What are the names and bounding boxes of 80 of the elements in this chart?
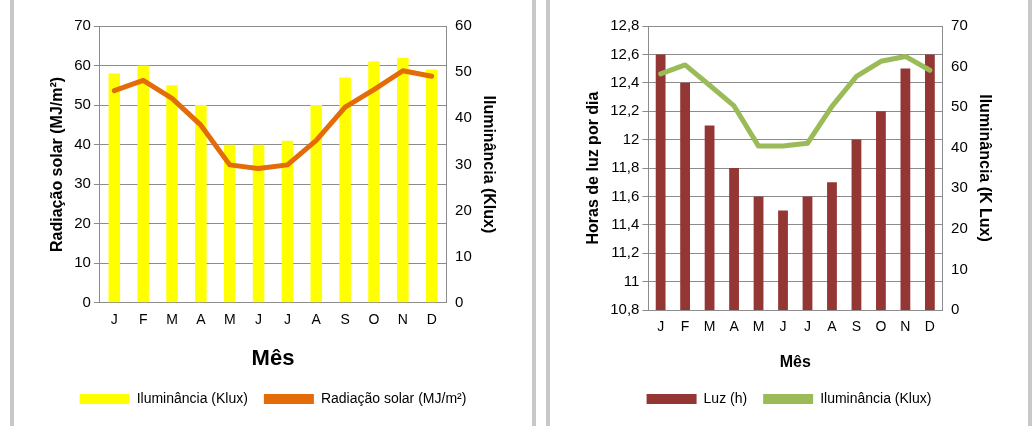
x-tick-label: M (223, 311, 236, 328)
legend-label: Radiação solar (MJ/m²) (320, 389, 467, 406)
x-tick-label: A (729, 318, 740, 335)
x-tick-label: M (166, 311, 178, 328)
x-tick-label: F (138, 311, 148, 328)
y2-tick-label: 60 (951, 56, 968, 74)
y2-tick-label: 30 (455, 154, 472, 172)
x-tick-label: N (900, 318, 911, 335)
y2-tick-label: 0 (951, 300, 960, 318)
y-tick-label: 12 (622, 129, 640, 147)
y-tick-label: 10,8 (610, 300, 640, 318)
y2-tick-label: 40 (455, 108, 472, 126)
y2-tick-label: 20 (455, 200, 472, 218)
y-tick-label: 11,2 (611, 243, 640, 261)
x-tick-label: A (827, 318, 838, 335)
y-tick-label: 11,6 (611, 186, 640, 204)
x-tick-label: J (255, 311, 263, 328)
y-tick-label: 20 (74, 213, 91, 231)
y-tick-label: 60 (74, 55, 91, 73)
y2-axis-title: Iluminância (K Lux) (976, 94, 994, 242)
bar (195, 105, 207, 303)
x-tick-label: D (924, 318, 935, 335)
y-tick-label: 12,8 (610, 16, 640, 34)
x-tick-label: J (657, 318, 665, 335)
bar (310, 105, 323, 303)
x-tick-label: J (110, 311, 118, 328)
y-tick-label: 40 (74, 134, 91, 152)
x-tick-label: S (851, 318, 862, 335)
y-tick-label: 11 (623, 271, 640, 289)
legend-label: Luz (h) (703, 389, 748, 406)
y2-tick-label: 50 (951, 97, 968, 115)
legend-label: Iluminância (Klux) (136, 389, 248, 406)
y-tick-label: 50 (74, 95, 91, 113)
x-tick-label: N (397, 311, 408, 328)
y2-tick-label: 10 (455, 246, 472, 264)
x-tick-label: O (368, 311, 380, 328)
y2-tick-label: 30 (951, 178, 968, 196)
y-tick-label: 12,2 (610, 101, 640, 119)
x-tick-label: J (283, 311, 291, 328)
x-tick-label: A (311, 311, 322, 328)
x-tick-label: M (752, 318, 765, 335)
x-axis-title: Mês (779, 352, 811, 370)
bar (339, 77, 351, 303)
x-tick-label: J (779, 318, 787, 335)
y-tick-label: 11,4 (611, 214, 640, 232)
x-tick-label: S (340, 311, 350, 328)
y-axis-title: Radiação solar (MJ/m²) (48, 76, 66, 252)
y2-tick-label: 10 (951, 259, 968, 277)
y-tick-label: 12,6 (610, 44, 640, 62)
y2-tick-label: 0 (455, 292, 464, 310)
legend-label: Iluminância (Klux) (820, 389, 932, 406)
bar (108, 73, 121, 303)
x-tick-label: M (703, 318, 716, 335)
y-tick-label: 0 (82, 292, 91, 310)
x-tick-label: F (680, 318, 690, 335)
bar (137, 65, 149, 303)
y-tick-label: 30 (74, 174, 91, 192)
y2-tick-label: 60 (455, 16, 472, 34)
y-axis-title: Horas de luz por dia (584, 91, 602, 245)
x-axis-title: Mês (251, 344, 295, 370)
x-tick-label: J (803, 318, 811, 335)
y2-tick-label: 40 (951, 137, 968, 155)
y-tick-label: 10 (74, 253, 91, 271)
bar (281, 140, 294, 303)
bar (166, 85, 178, 303)
x-tick-label: O (875, 318, 887, 335)
bar (397, 57, 409, 303)
y-tick-label: 12,4 (610, 72, 640, 90)
y2-axis-title: Iluminância (Klux) (480, 95, 498, 234)
y-tick-label: 70 (74, 16, 91, 34)
x-tick-label: D (426, 311, 437, 328)
y2-tick-label: 70 (951, 16, 968, 34)
bar (223, 144, 236, 303)
bar (252, 144, 265, 303)
x-tick-label: A (196, 311, 207, 328)
bar (368, 61, 380, 303)
y2-tick-label: 50 (455, 62, 472, 80)
y2-tick-label: 20 (951, 219, 968, 236)
y-tick-label: 11,8 (611, 158, 640, 176)
bar (425, 69, 438, 303)
